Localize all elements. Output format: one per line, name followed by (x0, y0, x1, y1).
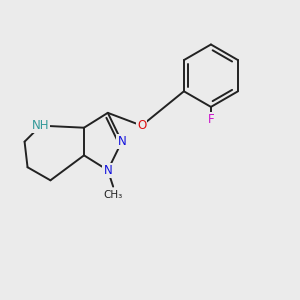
Text: O: O (137, 119, 146, 132)
Text: NH: NH (32, 119, 50, 132)
Text: CH₃: CH₃ (103, 190, 123, 200)
Text: F: F (208, 113, 214, 126)
Text: N: N (103, 164, 112, 177)
Text: N: N (117, 135, 126, 148)
